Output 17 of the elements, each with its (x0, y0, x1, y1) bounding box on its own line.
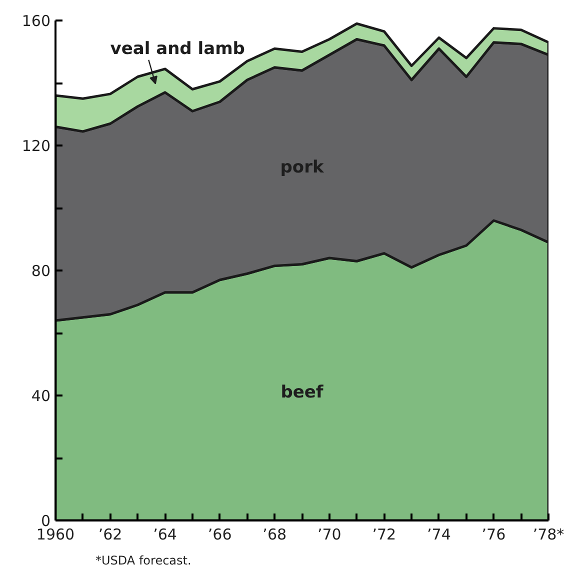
x-tick-label: ’68 (262, 526, 287, 544)
x-tick-label: ’62 (98, 526, 122, 544)
x-tick-label: ’70 (317, 526, 342, 544)
y-tick-label: 80 (31, 262, 51, 280)
x-tick-label: ’74 (427, 526, 451, 544)
y-tick-label: 40 (31, 387, 51, 405)
series-label: veal and lamb (110, 38, 245, 59)
x-tick-label: ’76 (482, 526, 506, 544)
x-tick-label: ’72 (372, 526, 396, 544)
y-tick-label: 160 (22, 12, 51, 30)
x-tick-label: ’78* (532, 526, 565, 544)
series-label: beef (280, 382, 324, 402)
y-tick-label: 120 (22, 137, 51, 155)
x-tick-label: ’66 (208, 526, 232, 544)
series-label: pork (280, 157, 324, 178)
x-tick-label: ’64 (153, 526, 177, 544)
text: *USDA forecast. (96, 554, 192, 568)
